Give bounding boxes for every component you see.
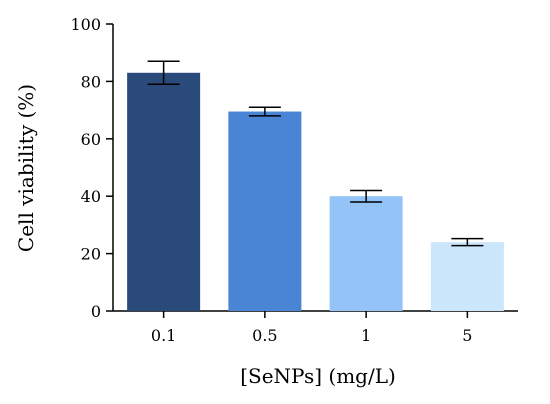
x-axis-title: [SeNPs] (mg/L) [240,364,396,388]
y-tick-label: 80 [81,72,101,91]
bar-5 [430,242,504,311]
y-tick-label: 60 [81,130,101,149]
y-tick-label: 100 [70,15,101,34]
y-axis: 0 20 40 60 80 100 [70,15,114,321]
error-bars [147,60,484,247]
y-tick-label: 40 [81,187,101,206]
y-ticks: 0 20 40 60 80 100 [70,15,113,321]
x-axis: 0.1 0.5 1 5 [113,310,518,345]
x-ticks: 0.1 0.5 1 5 [151,311,472,345]
bar-1 [329,196,403,311]
y-tick-label: 20 [81,245,101,264]
x-tick-label: 0.5 [252,326,277,345]
bars [127,72,504,311]
y-tick-label: 0 [91,302,101,321]
bar-0.5 [228,111,302,311]
x-tick-label: 5 [462,326,472,345]
bar-0.1 [127,72,201,311]
x-tick-label: 0.1 [151,326,176,345]
y-axis-title: Cell viability (%) [14,84,38,252]
x-tick-label: 1 [361,326,371,345]
